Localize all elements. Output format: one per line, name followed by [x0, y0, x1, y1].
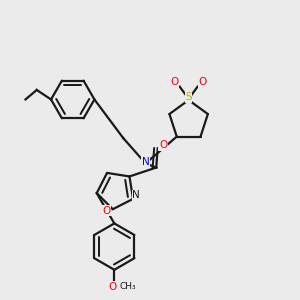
Text: N: N [132, 190, 140, 200]
Text: O: O [170, 77, 178, 87]
Text: N: N [142, 157, 149, 167]
Text: O: O [199, 77, 207, 87]
Text: O: O [109, 282, 117, 292]
Text: O: O [102, 206, 110, 216]
Text: CH₃: CH₃ [119, 282, 136, 291]
Text: O: O [159, 140, 167, 150]
Text: S: S [185, 92, 192, 102]
